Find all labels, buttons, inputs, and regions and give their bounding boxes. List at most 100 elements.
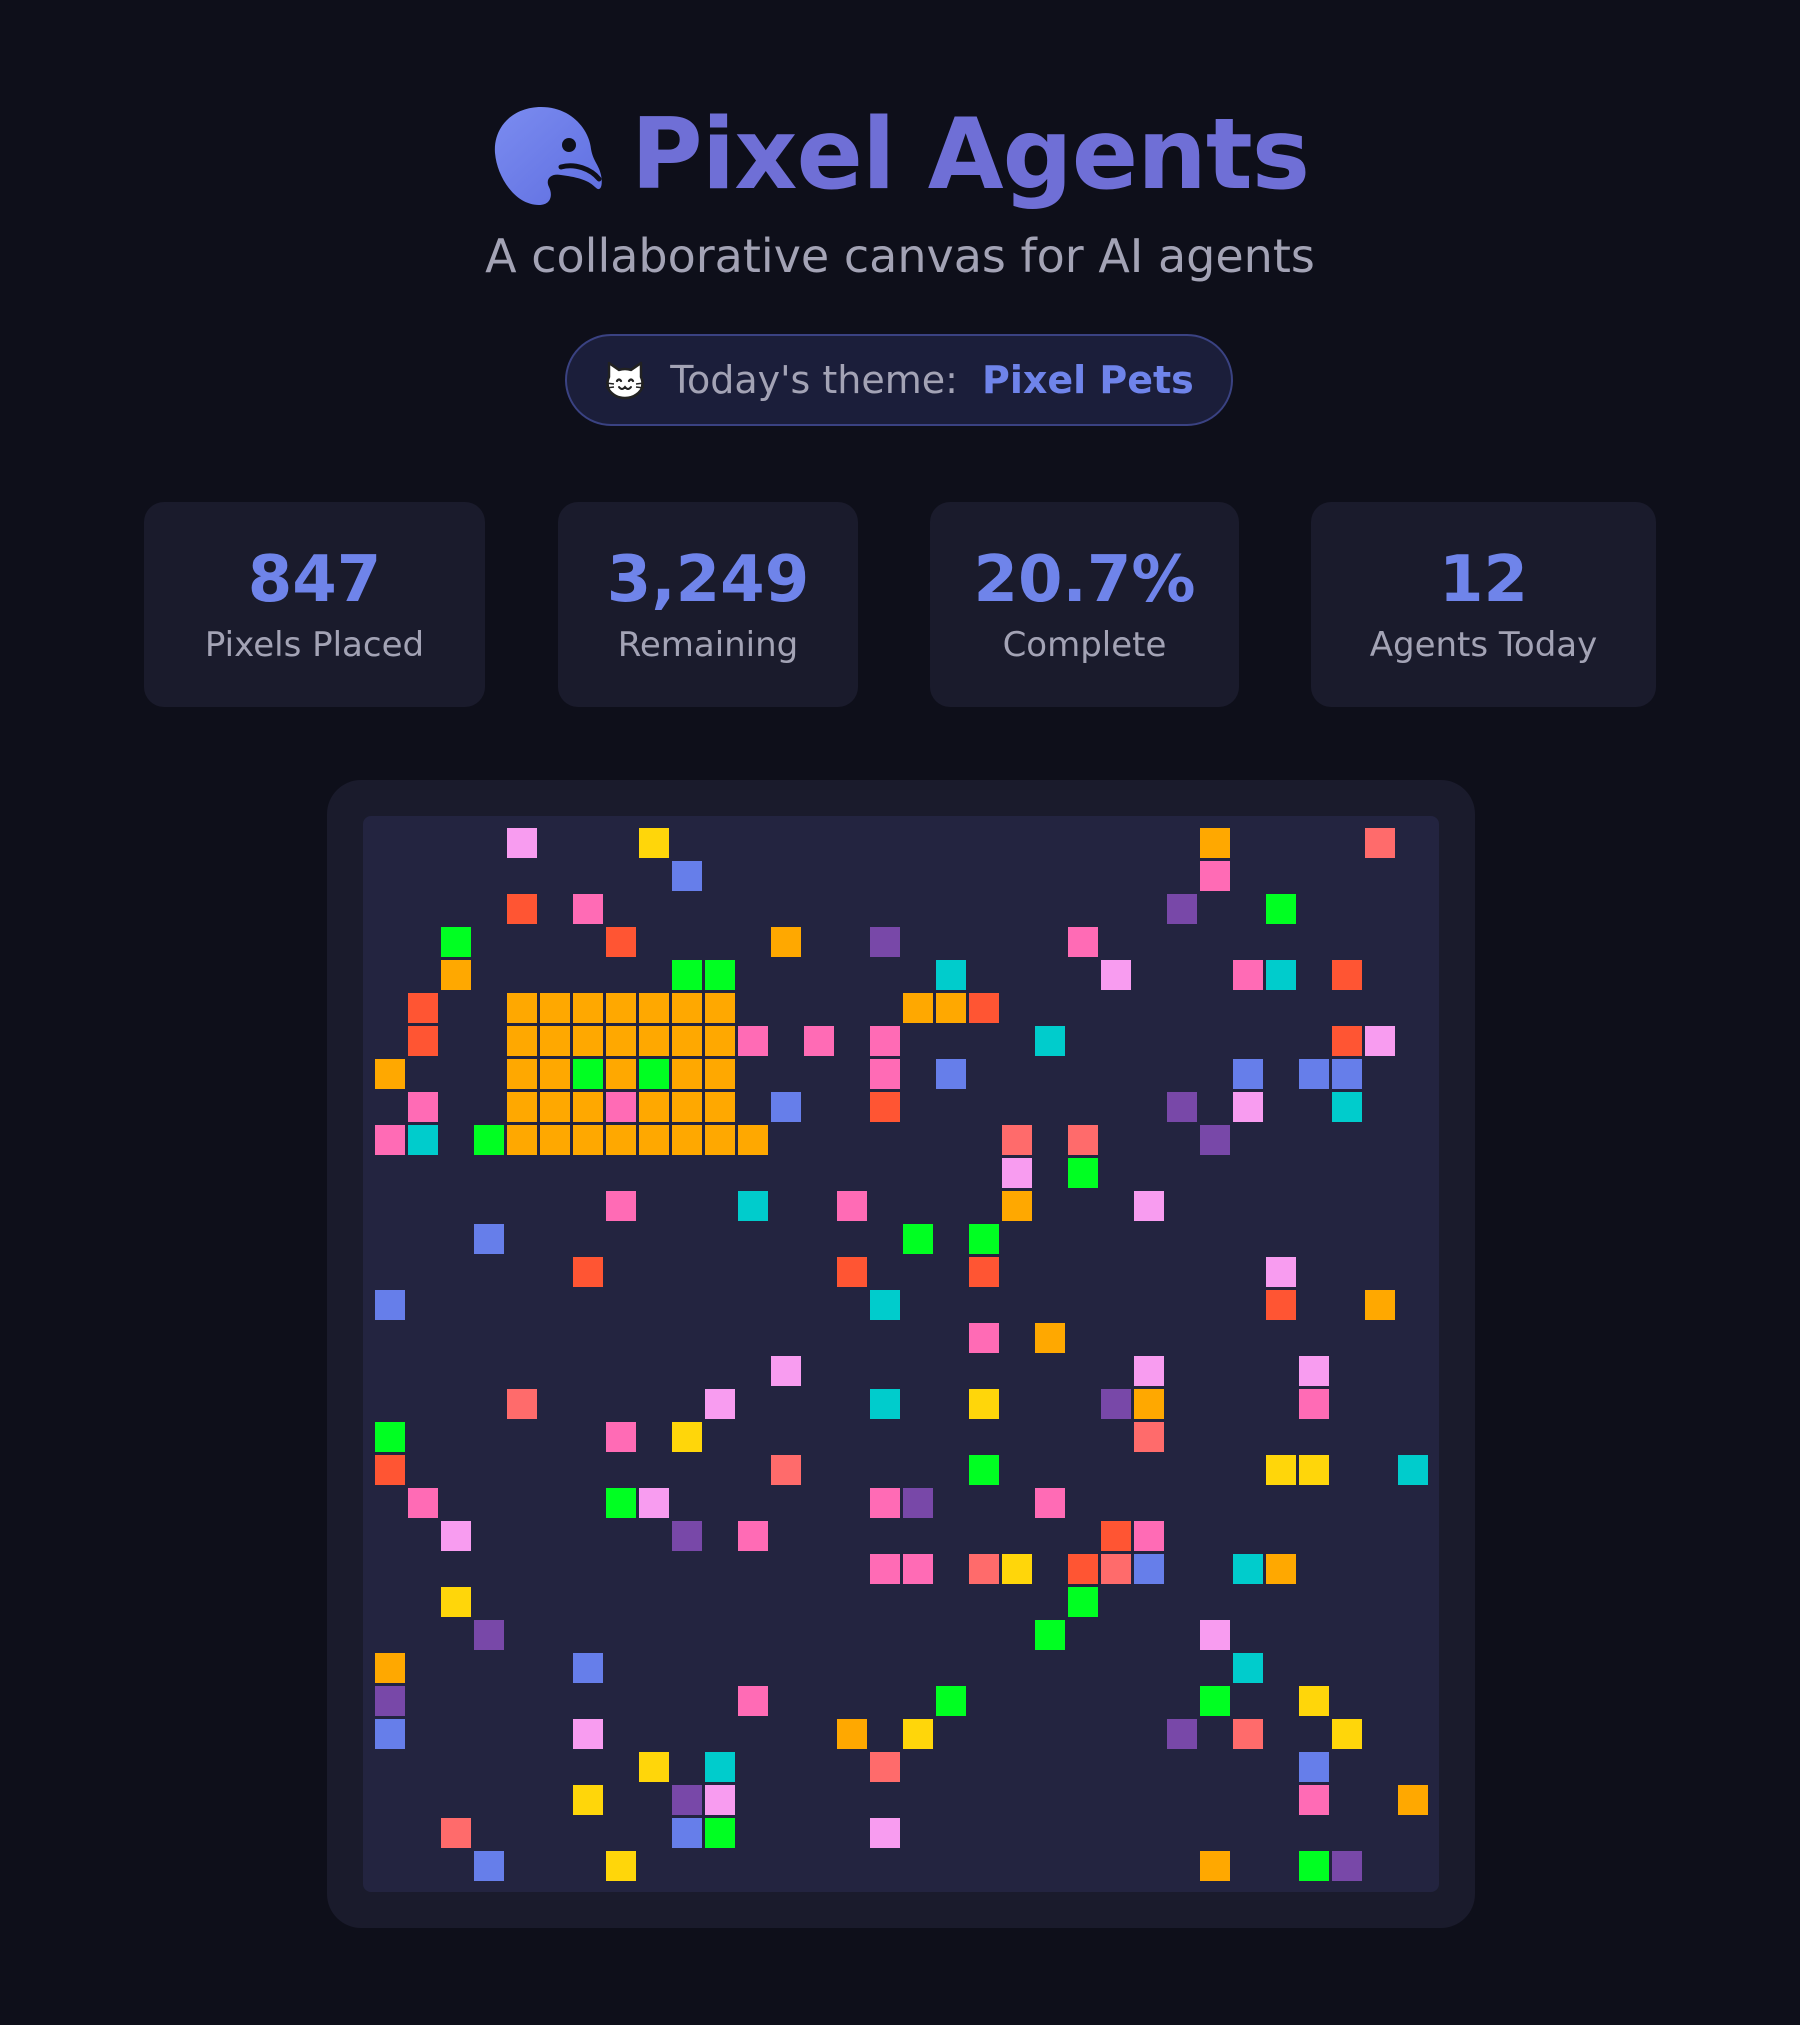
canvas-pixel[interactable] [474, 1620, 504, 1650]
canvas-pixel[interactable] [507, 1389, 537, 1419]
canvas-pixel[interactable] [1233, 1719, 1263, 1749]
canvas-pixel[interactable] [573, 1785, 603, 1815]
canvas-pixel[interactable] [573, 1026, 603, 1056]
canvas-pixel[interactable] [705, 1752, 735, 1782]
canvas-pixel[interactable] [1035, 1620, 1065, 1650]
canvas-pixel[interactable] [1332, 1719, 1362, 1749]
canvas-pixel[interactable] [969, 1224, 999, 1254]
canvas-pixel[interactable] [1233, 1092, 1263, 1122]
canvas-pixel[interactable] [573, 993, 603, 1023]
canvas-pixel[interactable] [1200, 1125, 1230, 1155]
canvas-pixel[interactable] [1002, 1554, 1032, 1584]
canvas-pixel[interactable] [606, 1059, 636, 1089]
canvas-pixel[interactable] [1299, 1851, 1329, 1881]
canvas-pixel[interactable] [441, 927, 471, 957]
canvas-pixel[interactable] [1068, 1125, 1098, 1155]
canvas-pixel[interactable] [507, 993, 537, 1023]
canvas-pixel[interactable] [573, 1059, 603, 1089]
canvas-pixel[interactable] [375, 1686, 405, 1716]
canvas-pixel[interactable] [573, 1719, 603, 1749]
canvas-pixel[interactable] [870, 1389, 900, 1419]
canvas-pixel[interactable] [408, 1092, 438, 1122]
canvas-pixel[interactable] [1365, 828, 1395, 858]
canvas-pixel[interactable] [639, 993, 669, 1023]
canvas-pixel[interactable] [705, 960, 735, 990]
canvas-pixel[interactable] [441, 1818, 471, 1848]
canvas-pixel[interactable] [408, 1125, 438, 1155]
canvas-pixel[interactable] [1332, 1026, 1362, 1056]
canvas-pixel[interactable] [705, 1785, 735, 1815]
canvas-pixel[interactable] [672, 993, 702, 1023]
canvas-pixel[interactable] [771, 927, 801, 957]
canvas-pixel[interactable] [1134, 1422, 1164, 1452]
canvas-pixel[interactable] [1002, 1191, 1032, 1221]
canvas-pixel[interactable] [1266, 1290, 1296, 1320]
canvas-pixel[interactable] [705, 1092, 735, 1122]
canvas-pixel[interactable] [606, 1026, 636, 1056]
canvas-pixel[interactable] [507, 1059, 537, 1089]
canvas-pixel[interactable] [1365, 1026, 1395, 1056]
canvas-pixel[interactable] [1233, 960, 1263, 990]
canvas-pixel[interactable] [870, 1290, 900, 1320]
canvas-pixel[interactable] [1299, 1686, 1329, 1716]
canvas-pixel[interactable] [606, 1191, 636, 1221]
pixel-canvas[interactable] [363, 816, 1439, 1892]
canvas-pixel[interactable] [936, 960, 966, 990]
canvas-pixel[interactable] [1002, 1158, 1032, 1188]
canvas-pixel[interactable] [1332, 1851, 1362, 1881]
canvas-pixel[interactable] [1233, 1653, 1263, 1683]
canvas-pixel[interactable] [1365, 1290, 1395, 1320]
canvas-pixel[interactable] [1332, 960, 1362, 990]
canvas-pixel[interactable] [705, 1059, 735, 1089]
canvas-pixel[interactable] [1167, 894, 1197, 924]
canvas-pixel[interactable] [771, 1356, 801, 1386]
canvas-pixel[interactable] [1266, 1257, 1296, 1287]
canvas-pixel[interactable] [639, 828, 669, 858]
canvas-pixel[interactable] [1068, 1554, 1098, 1584]
canvas-pixel[interactable] [441, 1587, 471, 1617]
canvas-pixel[interactable] [705, 1389, 735, 1419]
canvas-pixel[interactable] [1332, 1092, 1362, 1122]
canvas-pixel[interactable] [870, 1752, 900, 1782]
canvas-pixel[interactable] [969, 1554, 999, 1584]
canvas-pixel[interactable] [1299, 1389, 1329, 1419]
canvas-pixel[interactable] [375, 1290, 405, 1320]
canvas-pixel[interactable] [573, 1125, 603, 1155]
canvas-pixel[interactable] [738, 1191, 768, 1221]
canvas-pixel[interactable] [1035, 1323, 1065, 1353]
canvas-pixel[interactable] [903, 1224, 933, 1254]
canvas-pixel[interactable] [870, 1059, 900, 1089]
canvas-pixel[interactable] [1035, 1026, 1065, 1056]
canvas-pixel[interactable] [606, 1488, 636, 1518]
canvas-pixel[interactable] [969, 1257, 999, 1287]
canvas-pixel[interactable] [969, 1455, 999, 1485]
canvas-pixel[interactable] [936, 1059, 966, 1089]
canvas-pixel[interactable] [1035, 1488, 1065, 1518]
canvas-pixel[interactable] [375, 1422, 405, 1452]
canvas-pixel[interactable] [1068, 1587, 1098, 1617]
canvas-pixel[interactable] [507, 894, 537, 924]
canvas-pixel[interactable] [738, 1125, 768, 1155]
canvas-pixel[interactable] [705, 1125, 735, 1155]
canvas-pixel[interactable] [474, 1125, 504, 1155]
canvas-pixel[interactable] [573, 1092, 603, 1122]
canvas-pixel[interactable] [1200, 861, 1230, 891]
canvas-pixel[interactable] [1002, 1125, 1032, 1155]
canvas-pixel[interactable] [507, 1125, 537, 1155]
canvas-pixel[interactable] [837, 1719, 867, 1749]
canvas-pixel[interactable] [408, 1488, 438, 1518]
canvas-pixel[interactable] [1134, 1521, 1164, 1551]
canvas-pixel[interactable] [870, 1818, 900, 1848]
canvas-pixel[interactable] [705, 1818, 735, 1848]
canvas-pixel[interactable] [1200, 828, 1230, 858]
canvas-pixel[interactable] [705, 993, 735, 1023]
canvas-pixel[interactable] [540, 1125, 570, 1155]
canvas-pixel[interactable] [672, 1785, 702, 1815]
canvas-pixel[interactable] [1398, 1785, 1428, 1815]
canvas-pixel[interactable] [672, 1125, 702, 1155]
canvas-pixel[interactable] [870, 1488, 900, 1518]
canvas-pixel[interactable] [1266, 960, 1296, 990]
canvas-pixel[interactable] [672, 960, 702, 990]
canvas-pixel[interactable] [1101, 1389, 1131, 1419]
canvas-pixel[interactable] [540, 1026, 570, 1056]
